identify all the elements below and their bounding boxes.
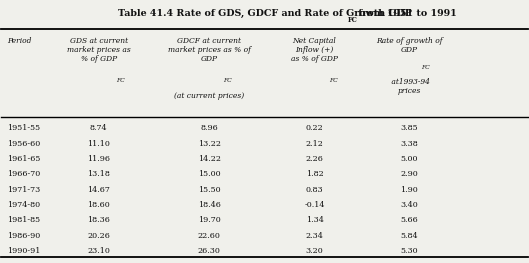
Text: 3.20: 3.20 [306, 247, 323, 255]
Text: 5.84: 5.84 [400, 232, 418, 240]
Text: FC: FC [348, 16, 358, 24]
Text: 13.18: 13.18 [87, 170, 110, 178]
Text: 14.67: 14.67 [87, 186, 110, 194]
Text: 1990-91: 1990-91 [7, 247, 40, 255]
Text: 8.74: 8.74 [90, 124, 107, 132]
Text: FC: FC [223, 78, 232, 83]
Text: 1981-85: 1981-85 [7, 216, 40, 224]
Text: 18.36: 18.36 [87, 216, 110, 224]
Text: from 1951 to 1991: from 1951 to 1991 [355, 9, 457, 18]
Text: GDS at current
market prices as
% of GDP: GDS at current market prices as % of GDP [67, 37, 131, 63]
Text: 2.90: 2.90 [400, 170, 418, 178]
Text: (at current prices): (at current prices) [174, 93, 244, 100]
Text: 1986-90: 1986-90 [7, 232, 40, 240]
Text: 14.22: 14.22 [198, 155, 221, 163]
Text: FC: FC [116, 78, 125, 83]
Text: 5.00: 5.00 [400, 155, 418, 163]
Text: 11.10: 11.10 [87, 140, 110, 148]
Text: 1.34: 1.34 [306, 216, 323, 224]
Text: Rate of growth of
GDP: Rate of growth of GDP [376, 37, 442, 54]
Text: FC: FC [421, 65, 430, 70]
Text: 13.22: 13.22 [198, 140, 221, 148]
Text: 3.40: 3.40 [400, 201, 418, 209]
Text: 1956-60: 1956-60 [7, 140, 40, 148]
Text: 2.12: 2.12 [306, 140, 323, 148]
Text: 23.10: 23.10 [87, 247, 110, 255]
Text: 8.96: 8.96 [200, 124, 218, 132]
Text: 0.22: 0.22 [306, 124, 323, 132]
Text: Period: Period [7, 37, 31, 44]
Text: at1993-94
prices: at1993-94 prices [389, 78, 430, 95]
Text: 18.46: 18.46 [198, 201, 221, 209]
Text: Table 41.4 Rate of GDS, GDCF and Rate of Growth GDP: Table 41.4 Rate of GDS, GDCF and Rate of… [117, 9, 412, 18]
Text: -0.14: -0.14 [304, 201, 325, 209]
Text: 11.96: 11.96 [87, 155, 110, 163]
Text: 5.66: 5.66 [400, 216, 418, 224]
Text: 20.26: 20.26 [87, 232, 110, 240]
Text: 3.38: 3.38 [400, 140, 418, 148]
Text: 15.00: 15.00 [198, 170, 221, 178]
Text: 1971-73: 1971-73 [7, 186, 40, 194]
Text: 1966-70: 1966-70 [7, 170, 40, 178]
Text: 15.50: 15.50 [198, 186, 221, 194]
Text: 1.90: 1.90 [400, 186, 418, 194]
Text: GDCF at current
market prices as % of
GDP: GDCF at current market prices as % of GD… [168, 37, 251, 63]
Text: 1961-65: 1961-65 [7, 155, 40, 163]
Text: 19.70: 19.70 [198, 216, 221, 224]
Text: 0.83: 0.83 [306, 186, 323, 194]
Text: Net Capital
Inflow (+)
as % of GDP: Net Capital Inflow (+) as % of GDP [291, 37, 338, 63]
Text: 1951-55: 1951-55 [7, 124, 40, 132]
Text: 2.26: 2.26 [306, 155, 323, 163]
Text: FC: FC [329, 78, 338, 83]
Text: 22.60: 22.60 [198, 232, 221, 240]
Text: 1974-80: 1974-80 [7, 201, 40, 209]
Text: 3.85: 3.85 [400, 124, 418, 132]
Text: 5.30: 5.30 [400, 247, 418, 255]
Text: 2.34: 2.34 [306, 232, 323, 240]
Text: 1.82: 1.82 [306, 170, 323, 178]
Text: 18.60: 18.60 [87, 201, 110, 209]
Text: 26.30: 26.30 [198, 247, 221, 255]
